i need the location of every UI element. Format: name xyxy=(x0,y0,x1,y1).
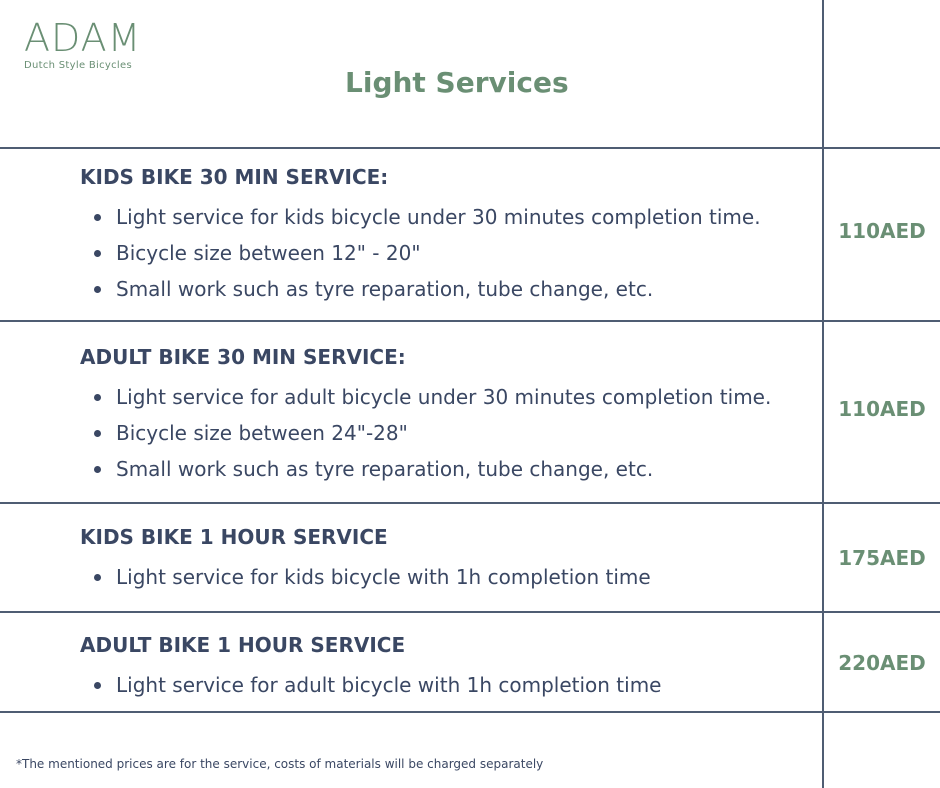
service-price: 220AED xyxy=(838,651,926,675)
feature-item: Light service for adult bicycle with 1h … xyxy=(80,667,810,703)
service-title: KIDS BIKE 1 HOUR SERVICE xyxy=(80,525,388,549)
service-price: 110AED xyxy=(838,397,926,421)
row-divider xyxy=(0,611,940,613)
service-row-kids-30min: KIDS BIKE 30 MIN SERVICE: Light service … xyxy=(80,165,810,307)
feature-list: Light service for adult bicycle under 30… xyxy=(80,379,810,487)
feature-item: Light service for adult bicycle under 30… xyxy=(80,379,810,415)
feature-item: Light service for kids bicycle with 1h c… xyxy=(80,559,810,595)
service-title: KIDS BIKE 30 MIN SERVICE: xyxy=(80,165,389,189)
service-price: 110AED xyxy=(838,219,926,243)
feature-list: Light service for kids bicycle under 30 … xyxy=(80,199,810,307)
row-divider xyxy=(0,147,940,149)
page-title: Light Services xyxy=(345,66,569,99)
brand-name: ADAM xyxy=(24,16,142,60)
service-row-adult-1hour: ADULT BIKE 1 HOUR SERVICE Light service … xyxy=(80,633,810,703)
row-divider xyxy=(0,320,940,322)
row-divider xyxy=(0,711,940,713)
brand-logo: ADAM Dutch Style Bicycles xyxy=(24,18,144,71)
feature-item: Small work such as tyre reparation, tube… xyxy=(80,451,810,487)
price-column-divider xyxy=(822,0,824,788)
pricing-footnote: *The mentioned prices are for the servic… xyxy=(16,757,544,771)
feature-item: Bicycle size between 24"-28" xyxy=(80,415,810,451)
row-divider xyxy=(0,502,940,504)
service-row-adult-30min: ADULT BIKE 30 MIN SERVICE: Light service… xyxy=(80,345,810,487)
service-title: ADULT BIKE 1 HOUR SERVICE xyxy=(80,633,406,657)
service-title: ADULT BIKE 30 MIN SERVICE: xyxy=(80,345,406,369)
brand-tagline: Dutch Style Bicycles xyxy=(24,60,132,71)
feature-item: Light service for kids bicycle under 30 … xyxy=(80,199,810,235)
service-row-kids-1hour: KIDS BIKE 1 HOUR SERVICE Light service f… xyxy=(80,525,810,595)
feature-list: Light service for adult bicycle with 1h … xyxy=(80,667,810,703)
feature-item: Small work such as tyre reparation, tube… xyxy=(80,271,810,307)
service-price: 175AED xyxy=(838,546,926,570)
feature-list: Light service for kids bicycle with 1h c… xyxy=(80,559,810,595)
feature-item: Bicycle size between 12" - 20" xyxy=(80,235,810,271)
